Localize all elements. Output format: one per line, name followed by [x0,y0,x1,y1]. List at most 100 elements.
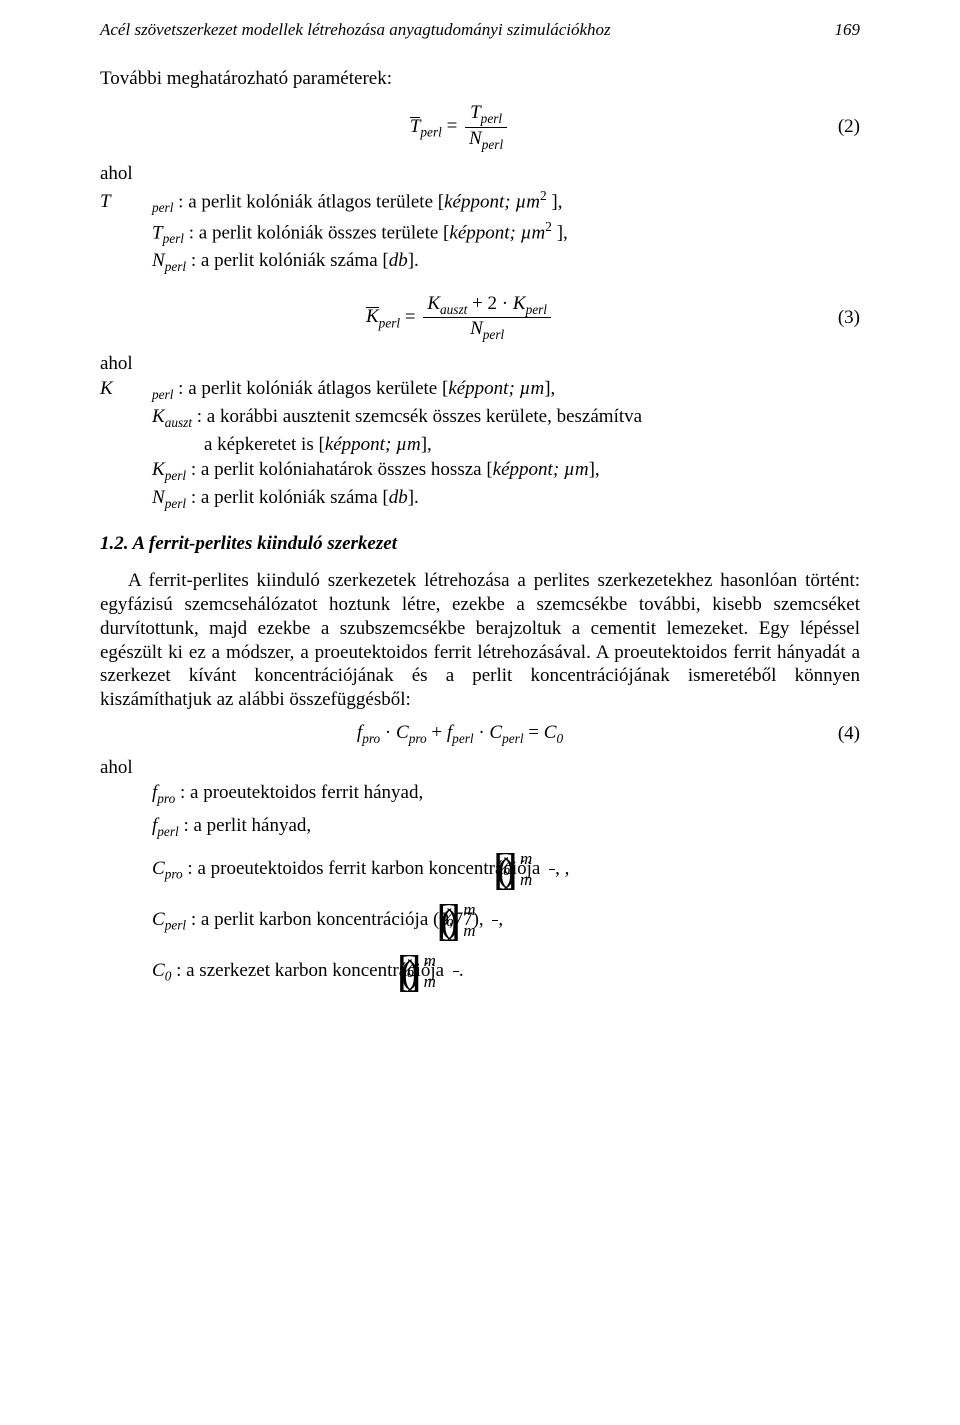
unit-bracket: [ % ( mm ) ] [488,900,498,941]
eq4-plus: + [427,722,447,743]
equation-2-number: (2) [820,116,860,138]
def-text: : a perlit kolóniák átlagos kerülete [ [173,378,448,399]
var-sub: perl [165,495,186,510]
var-symbol: C [152,909,165,930]
def-unit: db [389,487,408,508]
def-line-cont: a képkeretet is [képpont; µm], [152,434,860,456]
def-tail: , [498,909,503,930]
def-text: : a perlit kolóniák száma [ [186,250,389,271]
eq2-den-var: N [469,128,482,149]
eq3-num-t2v: K [513,293,526,314]
def-unit: képpont; µm [449,222,545,243]
var-symbol: C [152,858,165,879]
def-line: C0 : a szerkezet karbon koncentrációja [… [152,951,860,992]
def-line: fpro : a proeutektoidos ferrit hányad, [152,782,860,807]
equation-2: Tperl = Tperl Nperl (2) [100,102,860,153]
def-line: Nperl : a perlit kolóniák száma [db]. [152,250,860,275]
var-sub: perl [165,468,186,483]
def-unit: db [389,250,408,271]
ahol-3: ahol [100,757,860,779]
def-sup: 2 [545,219,552,234]
equation-4-number: (4) [820,723,860,745]
def-close: ]. [408,487,419,508]
def-unit: képpont; µm [493,459,589,480]
eq2-num-sub: perl [481,111,502,126]
def-text: : a proeutektoidos ferrit karbon koncent… [183,858,545,879]
def-text: : a perlit kolóniák átlagos területe [ [173,191,444,212]
def-text: : a perlit hányad, [179,815,311,836]
equation-3: Kperl = Kauszt + 2 · Kperl Nperl (3) [100,293,860,344]
def-unit: képpont; µm [448,378,544,399]
def-text: : a perlit kolóniahatárok összes hossza … [186,459,493,480]
def-close: ], [421,434,432,455]
var-symbol: C [152,960,165,981]
def-line: Tperl : a perlit kolóniák átlagos terüle… [152,188,860,216]
var-symbol: T [152,222,163,243]
body-paragraph: A ferrit-perlites kiinduló szerkezetek l… [100,569,860,712]
eq2-lhs-var: T [410,116,421,137]
page-number: 169 [835,20,861,40]
eq3-den-var: N [470,318,483,339]
eq4-C1s: pro [409,731,427,746]
var-sub: perl [152,387,173,402]
var-sub: perl [165,259,186,274]
var-sub: perl [165,918,186,933]
eq3-plus: + 2 · [467,293,513,314]
def-close: ], [552,222,568,243]
def-tail: , , [555,858,569,879]
var-sub: auszt [165,415,192,430]
var-symbol: K [152,459,165,480]
eq2-num-var: T [470,102,481,123]
var-symbol: N [152,250,165,271]
unit-bracket: [ % ( mm ) ] [449,951,459,992]
def-text: a képkeretet is [ [204,434,325,455]
def-line: Kauszt : a korábbi ausztenit szemcsék ös… [152,406,860,431]
def-unit: képpont; µm [325,434,421,455]
def-line: fperl : a perlit hányad, [152,815,860,840]
eq4-C2: C [489,722,502,743]
var-symbol: K [100,378,113,399]
var-sub: perl [152,200,173,215]
running-title: Acél szövetszerkezet modellek létrehozás… [100,20,611,40]
def-unit: képpont; µm [444,191,540,212]
eq3-num-t2s: perl [526,301,547,316]
def-sup: 2 [540,188,547,203]
def-close: ], [589,459,600,480]
def-line: Nperl : a perlit kolóniák száma [db]. [152,487,860,512]
intro-text: További meghatározható paraméterek: [100,68,860,90]
ahol-2: ahol [100,353,860,375]
def-close: ]. [408,250,419,271]
eq4-eq: = [524,722,544,743]
var-symbol: N [152,487,165,508]
def-text: : a proeutektoidos ferrit hányad, [175,782,423,803]
equation-4: fpro · Cpro + fperl · Cperl = C0 (4) [100,722,860,747]
subheading-1-2: 1.2. A ferrit-perlites kiinduló szerkeze… [100,533,860,555]
equation-3-number: (3) [820,307,860,329]
defs-eq2: Tperl : a perlit kolóniák átlagos terüle… [152,188,860,275]
var-sub: pro [165,867,183,882]
page: Acél szövetszerkezet modellek létrehozás… [0,0,960,1035]
eq4-dot1: · [380,722,396,743]
eq4-f1s: pro [362,731,380,746]
eq4-C2s: perl [502,731,523,746]
equation-3-body: Kperl = Kauszt + 2 · Kperl Nperl [100,293,820,344]
var-symbol: K [152,406,165,427]
def-line: Kperl : a perlit kolóniák átlagos kerüle… [152,378,860,403]
var-sub: pro [157,791,175,806]
equation-4-body: fpro · Cpro + fperl · Cperl = C0 [100,722,820,747]
defs-eq4: fpro : a proeutektoidos ferrit hányad, f… [152,782,860,993]
running-head: Acél szövetszerkezet modellek létrehozás… [100,20,860,40]
var-sub: perl [157,823,178,838]
eq4-C0s: 0 [556,731,563,746]
def-line: Cperl : a perlit karbon koncentrációja (… [152,900,860,941]
def-line: Kperl : a perlit kolóniahatárok összes h… [152,459,860,484]
def-tail: . [459,960,464,981]
eq3-lhs-var: K [366,306,379,327]
eq4-f2s: perl [452,731,473,746]
eq2-lhs-sub: perl [420,124,441,139]
def-close: ], [547,191,563,212]
var-symbol: T [100,191,111,212]
def-line: Cpro : a proeutektoidos ferrit karbon ko… [152,849,860,890]
def-text: : a perlit kolóniák száma [ [186,487,389,508]
eq2-den-sub: perl [482,137,503,152]
